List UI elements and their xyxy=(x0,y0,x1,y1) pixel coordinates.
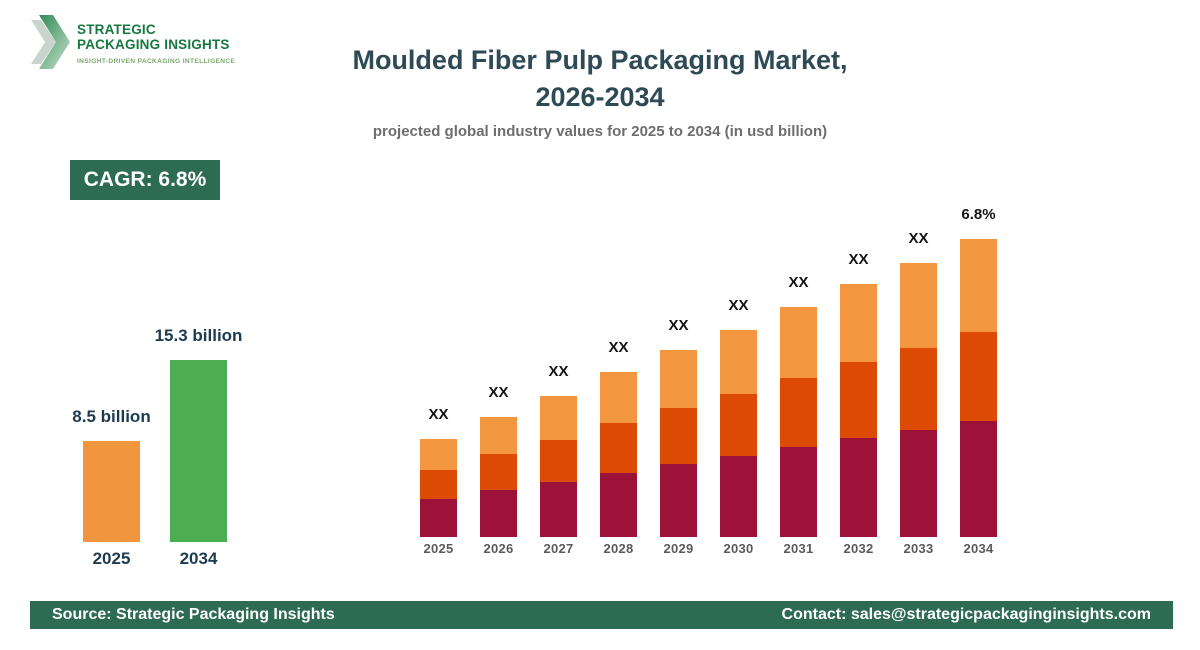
stacked-x-tick-2030: 2030 xyxy=(723,541,754,556)
top-segment-2027 xyxy=(540,396,577,440)
top-segment-2034 xyxy=(960,239,997,332)
stacked-x-tick-2033: 2033 xyxy=(903,541,934,556)
stacked-x-tick-2027: 2027 xyxy=(543,541,574,556)
bottom-segment-2034 xyxy=(960,421,997,537)
stacked-x-tick-2029: 2029 xyxy=(663,541,694,556)
page-subtitle: projected global industry values for 202… xyxy=(372,123,828,140)
summary-x-tick-2034: 2034 xyxy=(179,549,218,568)
bottom-segment-2026 xyxy=(480,490,517,537)
stacked-bar-label-2034: 6.8% xyxy=(961,206,996,223)
stacked-bar-label-2031: XX xyxy=(788,274,809,291)
top-segment-2031 xyxy=(780,307,817,378)
stacked-bar-2033 xyxy=(900,263,937,537)
bottom-segment-2032 xyxy=(840,438,877,537)
stacked-bar-group-2030: XX 2030 xyxy=(720,192,757,556)
brand-name: STRATEGIC PACKAGING INSIGHTS xyxy=(77,22,235,52)
stacked-bar-2030 xyxy=(720,330,757,537)
stacked-bar-group-2033: XX 2033 xyxy=(900,192,937,556)
top-segment-2032 xyxy=(840,284,877,362)
stacked-bar-2028 xyxy=(600,372,637,537)
stacked-bar-label-2027: XX xyxy=(548,363,569,380)
bottom-segment-2027 xyxy=(540,482,577,537)
top-segment-2026 xyxy=(480,417,517,454)
summary-bar-group-2034: 15.3 billion 2034 xyxy=(155,322,243,568)
brand-tagline: INSIGHT-DRIVEN PACKAGING INTELLIGENCE xyxy=(77,58,236,65)
stacked-bar-2029 xyxy=(660,350,697,537)
brand-text: STRATEGIC PACKAGING INSIGHTS INSIGHT-DRI… xyxy=(77,13,235,71)
summary-x-tick-2025: 2025 xyxy=(92,549,131,568)
middle-segment-2027 xyxy=(540,440,577,482)
stacked-x-tick-2025: 2025 xyxy=(423,541,454,556)
stacked-bar-group-2031: XX 2031 xyxy=(780,192,817,556)
stacked-bar-chart: XX 2025 XX 2026 XX 2027 XX 2028 XX 2029 XX 2030 XX 20… xyxy=(420,192,997,556)
stacked-bar-2027 xyxy=(540,396,577,537)
summary-bar-2034 xyxy=(170,360,227,542)
footer-source: Source: Strategic Packaging Insights xyxy=(52,606,335,623)
stacked-bar-group-2028: XX 2028 xyxy=(600,192,637,556)
stacked-bar-group-2026: XX 2026 xyxy=(480,192,517,556)
top-segment-2025 xyxy=(420,439,457,470)
bottom-segment-2031 xyxy=(780,447,817,537)
middle-segment-2029 xyxy=(660,408,697,464)
bottom-segment-2029 xyxy=(660,464,697,537)
brand-logo: STRATEGIC PACKAGING INSIGHTS INSIGHT-DRI… xyxy=(30,13,235,71)
stacked-bar-label-2028: XX xyxy=(608,339,629,356)
stacked-bar-group-2032: XX 2032 xyxy=(840,192,877,556)
middle-segment-2030 xyxy=(720,394,757,456)
brand-name-line1: STRATEGIC xyxy=(77,22,156,37)
cagr-badge: CAGR: 6.8% xyxy=(70,160,220,200)
stacked-bar-group-2027: XX 2027 xyxy=(540,192,577,556)
middle-segment-2025 xyxy=(420,470,457,499)
summary-bar-chart: 8.5 billion 2025 15.3 billion 2034 xyxy=(72,322,243,568)
header: Moulded Fiber Pulp Packaging Market, 202… xyxy=(200,42,1000,140)
stacked-bar-label-2025: XX xyxy=(428,406,449,423)
stacked-bar-group-2029: XX 2029 xyxy=(660,192,697,556)
bottom-segment-2025 xyxy=(420,499,457,537)
middle-segment-2033 xyxy=(900,348,937,430)
middle-segment-2032 xyxy=(840,362,877,438)
top-segment-2029 xyxy=(660,350,697,408)
stacked-x-tick-2031: 2031 xyxy=(783,541,814,556)
stacked-bar-2025 xyxy=(420,439,457,537)
stacked-bar-label-2030: XX xyxy=(728,297,749,314)
summary-value-label-2025: 8.5 billion xyxy=(72,407,151,426)
top-segment-2033 xyxy=(900,263,937,348)
summary-bar-group-2025: 8.5 billion 2025 xyxy=(72,322,150,568)
footer-contact: Contact: sales@strategicpackaginginsight… xyxy=(781,606,1151,623)
brand-name-line2: PACKAGING INSIGHTS xyxy=(77,37,230,52)
stacked-bar-label-2032: XX xyxy=(848,251,869,268)
bottom-segment-2033 xyxy=(900,430,937,537)
middle-segment-2034 xyxy=(960,332,997,421)
stacked-bar-label-2026: XX xyxy=(488,384,509,401)
stacked-bar-label-2029: XX xyxy=(668,317,689,334)
stacked-bar-2026 xyxy=(480,417,517,537)
top-segment-2030 xyxy=(720,330,757,394)
bottom-segment-2028 xyxy=(600,473,637,537)
middle-segment-2028 xyxy=(600,423,637,473)
stacked-bar-label-2033: XX xyxy=(908,230,929,247)
summary-value-label-2034: 15.3 billion xyxy=(154,326,243,345)
page-title-line2: 2026-2034 xyxy=(535,82,665,112)
brand-chevron-icon xyxy=(31,15,70,69)
footer-bar: Source: Strategic Packaging Insights Con… xyxy=(30,601,1173,629)
stacked-bar-2031 xyxy=(780,307,817,537)
stacked-bar-2034 xyxy=(960,239,997,537)
stacked-bar-group-2034: 6.8% 2034 xyxy=(960,192,997,556)
top-segment-2028 xyxy=(600,372,637,423)
summary-bar-2025 xyxy=(83,441,140,542)
stacked-x-tick-2032: 2032 xyxy=(843,541,874,556)
page-title-line1: Moulded Fiber Pulp Packaging Market, xyxy=(352,45,848,75)
stacked-x-tick-2026: 2026 xyxy=(483,541,514,556)
bottom-segment-2030 xyxy=(720,456,757,537)
middle-segment-2031 xyxy=(780,378,817,447)
stacked-bar-group-2025: XX 2025 xyxy=(420,192,457,556)
middle-segment-2026 xyxy=(480,454,517,490)
stacked-bar-2032 xyxy=(840,284,877,537)
stacked-x-tick-2028: 2028 xyxy=(603,541,634,556)
stacked-x-tick-2034: 2034 xyxy=(963,541,994,556)
